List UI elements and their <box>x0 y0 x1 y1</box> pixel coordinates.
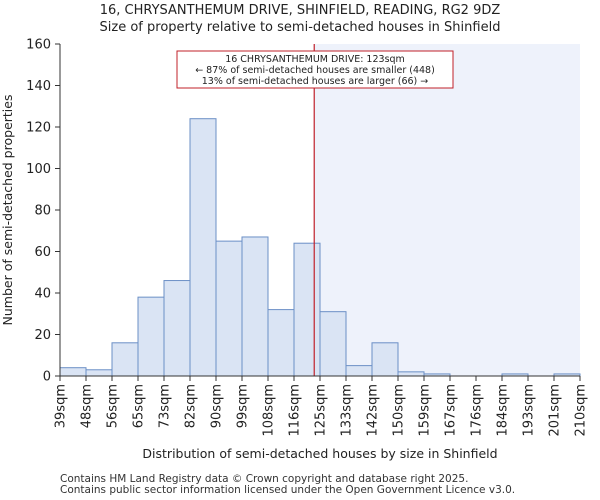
bar <box>293 242 321 377</box>
x-tick-label: 159sqm <box>418 384 433 437</box>
bar <box>137 296 165 377</box>
x-tick-label: 82sqm <box>184 384 199 428</box>
histogram-chart: 0 20 40 60 80 100 120 140 160 39sqm 48sqm 56sqm 65sq… <box>0 38 589 462</box>
bar <box>397 371 425 377</box>
y-tick-label: 60 <box>34 245 51 260</box>
bar <box>215 240 243 377</box>
x-tick-label: 39sqm <box>54 384 69 428</box>
bar <box>189 118 217 377</box>
x-tick-label: 167sqm <box>444 384 459 437</box>
annotation-line: ← 87% of semi-detached houses are smalle… <box>195 65 435 76</box>
x-tick-label: 150sqm <box>392 384 407 437</box>
annotation-box <box>176 50 454 89</box>
x-tick-label: 210sqm <box>574 384 589 437</box>
footer-copyright: Contains HM Land Registry data © Crown c… <box>60 473 469 485</box>
y-tick-label: 80 <box>34 204 51 219</box>
x-tick-label: 90sqm <box>210 384 225 428</box>
bar <box>85 369 113 377</box>
bar <box>267 309 295 377</box>
y-axis-title: Number of semi-detached properties <box>0 95 15 326</box>
x-tick-label: 142sqm <box>366 384 381 437</box>
x-tick-label: 133sqm <box>340 384 355 437</box>
x-axis-title: Distribution of semi-detached houses by … <box>142 446 497 461</box>
y-tick-label: 0 <box>43 370 51 385</box>
chart-title: 16, CHRYSANTHEMUM DRIVE, SHINFIELD, READ… <box>99 3 501 18</box>
y-tick-label: 100 <box>26 162 51 177</box>
bar <box>163 280 191 377</box>
y-tick-label: 120 <box>26 121 51 136</box>
bar <box>241 236 269 377</box>
bar <box>345 365 373 377</box>
x-tick-label: 201sqm <box>548 384 563 437</box>
y-tick-label: 20 <box>34 328 51 343</box>
x-tick-label: 116sqm <box>288 384 303 437</box>
x-tick-label: 48sqm <box>80 384 95 428</box>
x-tick-label: 73sqm <box>158 384 173 428</box>
larger-region-shade <box>314 44 580 376</box>
annotation-line: 16 CHRYSANTHEMUM DRIVE: 123sqm <box>225 54 405 65</box>
x-tick-label: 193sqm <box>522 384 537 437</box>
y-tick-label: 40 <box>34 287 51 302</box>
y-tick-label: 140 <box>26 79 51 94</box>
footer-licence: Contains public sector information licen… <box>60 484 516 496</box>
bar <box>111 342 139 377</box>
bar <box>371 342 399 377</box>
x-tick-label: 99sqm <box>236 384 251 428</box>
x-tick-label: 56sqm <box>106 384 121 428</box>
x-tick-label: 176sqm <box>470 384 485 437</box>
x-tick-label: 184sqm <box>496 384 511 437</box>
x-tick-label: 108sqm <box>262 384 277 437</box>
chart-subtitle: Size of property relative to semi-detach… <box>99 20 501 35</box>
y-tick-label: 160 <box>26 38 51 53</box>
bar <box>59 367 87 377</box>
bar <box>319 311 347 377</box>
x-tick-label: 125sqm <box>314 384 329 437</box>
x-tick-label: 65sqm <box>132 384 147 428</box>
annotation-line: 13% of semi-detached houses are larger (… <box>202 76 429 87</box>
